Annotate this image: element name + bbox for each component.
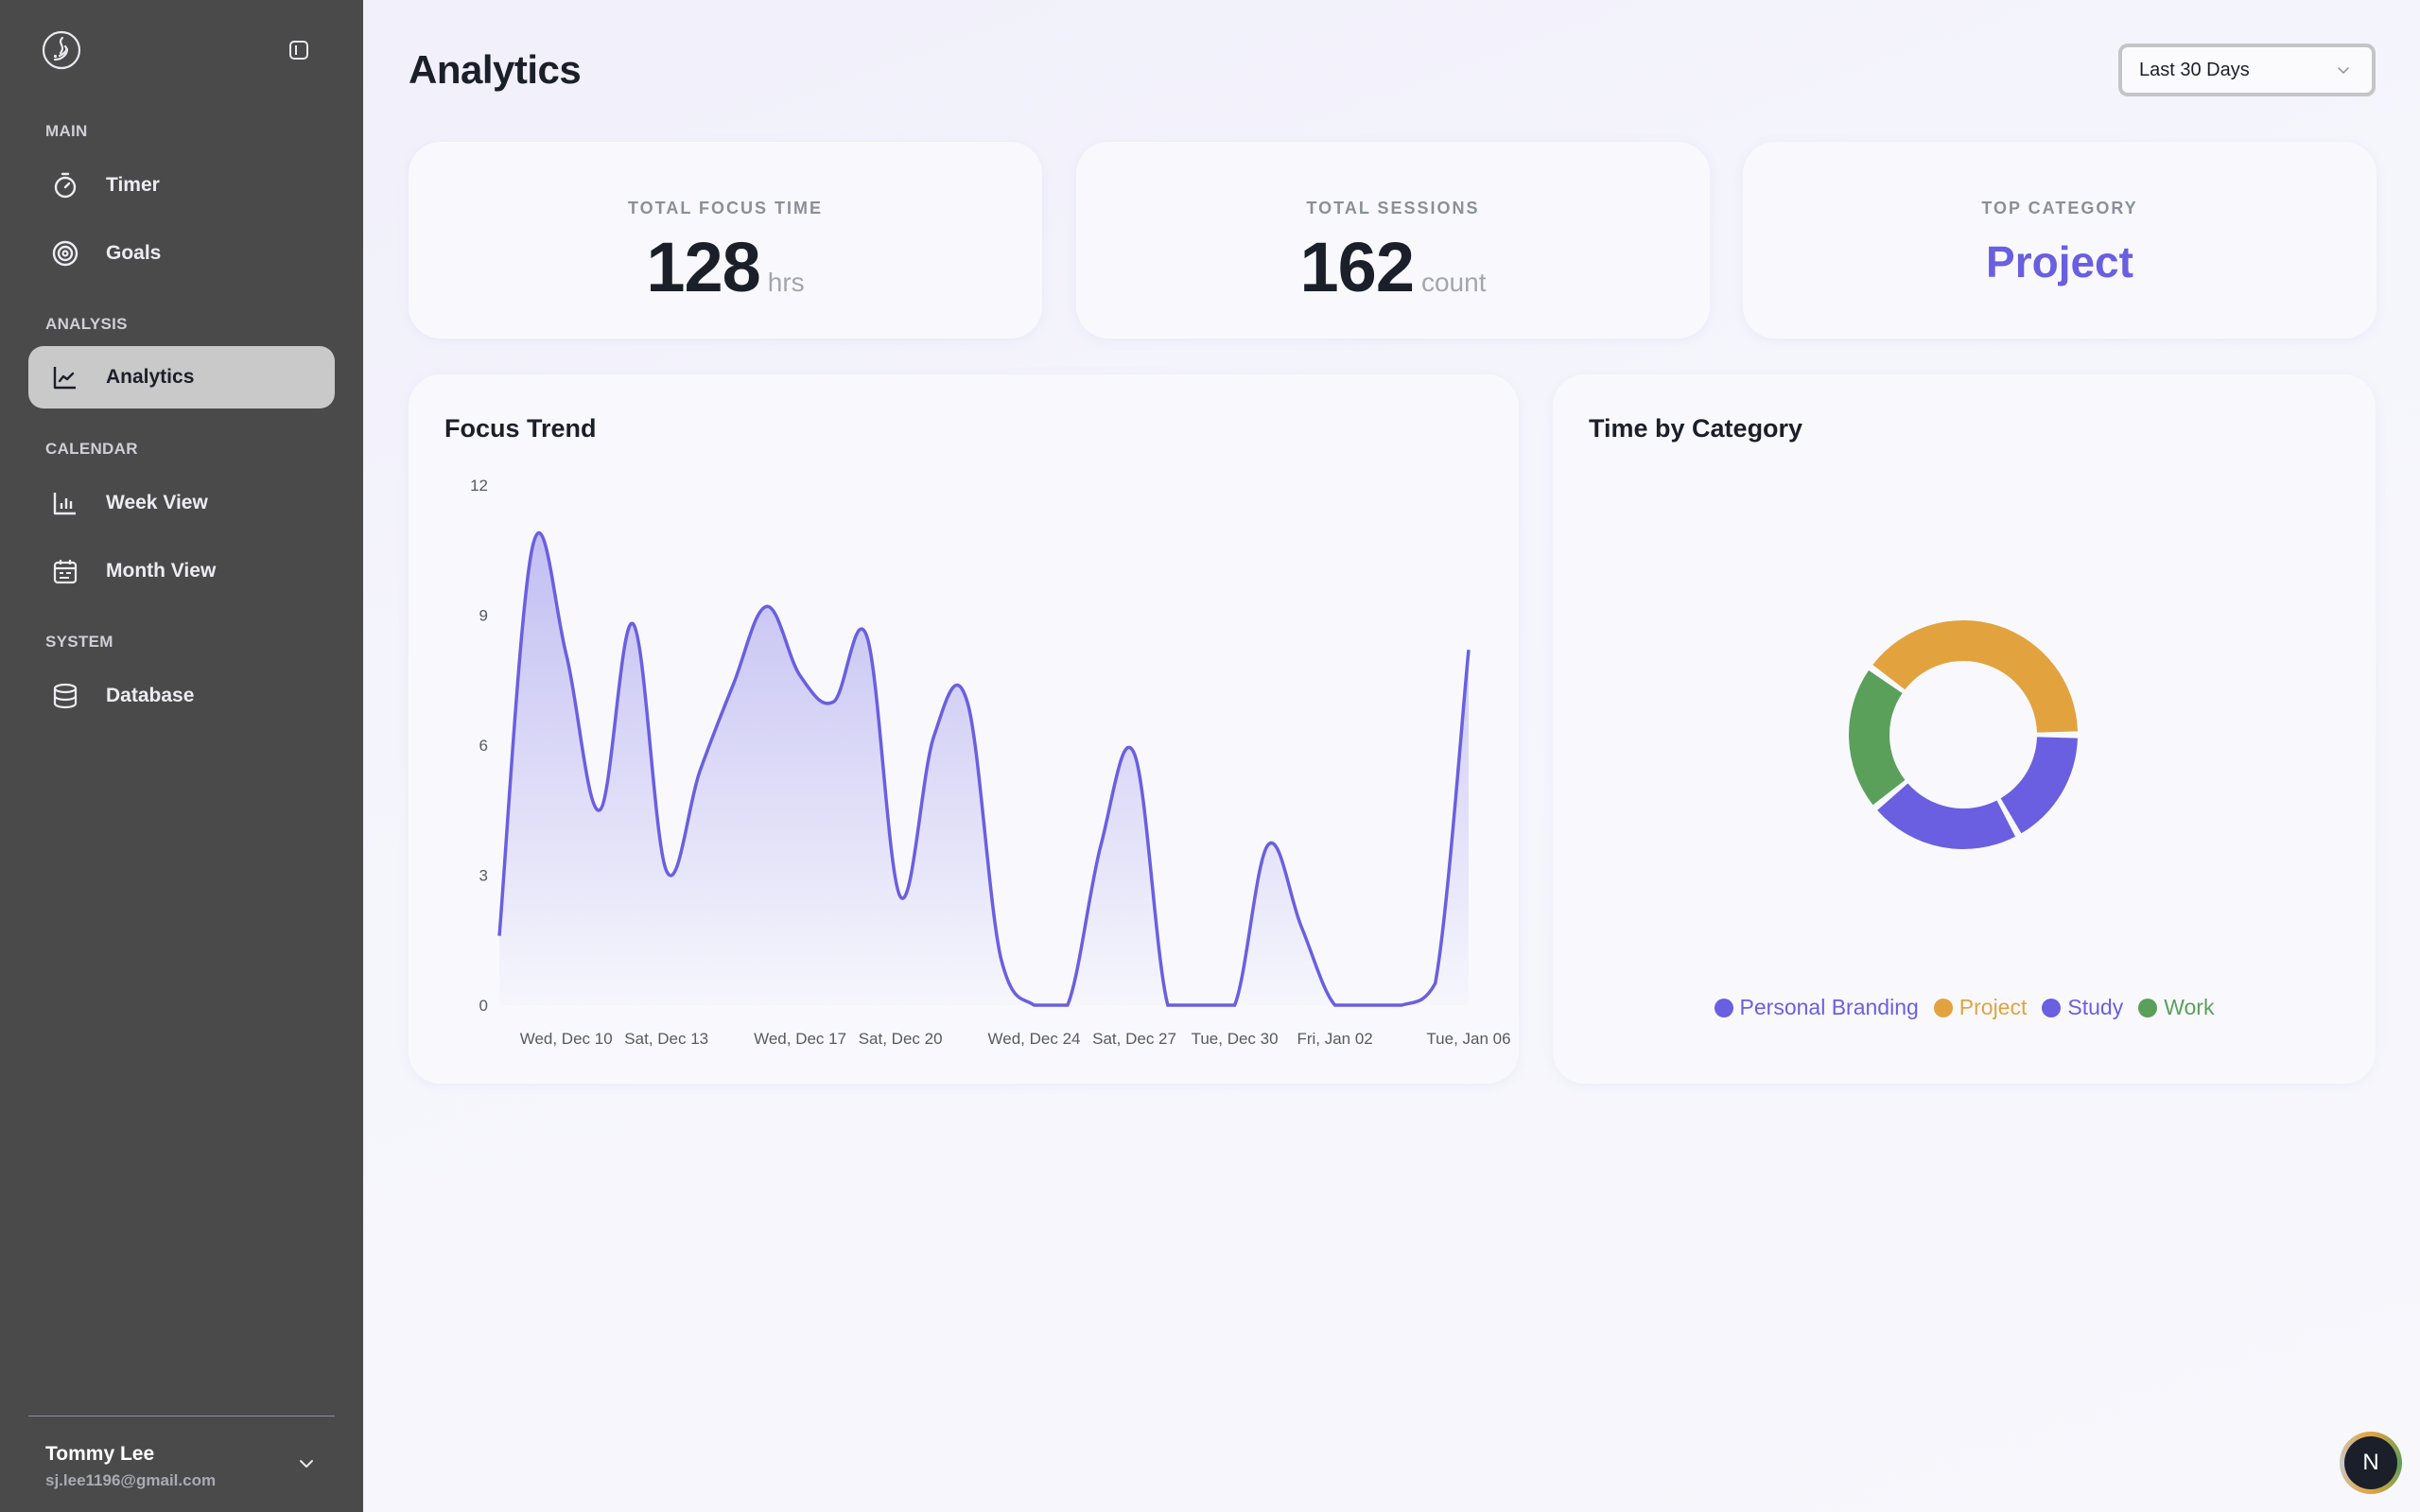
y-tick-label: 0	[479, 997, 488, 1015]
donut-segment-project[interactable]	[1872, 620, 2078, 733]
user-name: Tommy Lee	[45, 1443, 155, 1465]
time-by-category-panel: Time by Category Personal Branding Projec…	[1553, 374, 2376, 1084]
sidebar-item-label: Database	[106, 685, 195, 706]
legend-item-project[interactable]: Project	[1933, 995, 2028, 1020]
user-email: sj.lee1196@gmail.com	[45, 1471, 217, 1489]
stat-value: 162	[1299, 228, 1415, 306]
x-tick-label: Sat, Dec 20	[859, 1030, 943, 1048]
stat-card-total-focus-time: TOTAL FOCUS TIME 128 hrs	[409, 142, 1042, 339]
y-tick-label: 6	[479, 737, 488, 755]
x-tick-label: Wed, Dec 17	[754, 1030, 846, 1048]
sidebar-item-week-view[interactable]: Week View	[28, 472, 335, 534]
stat-value: 128	[646, 228, 760, 306]
stopwatch-icon	[51, 171, 79, 200]
stat-label: TOTAL SESSIONS	[1306, 199, 1480, 217]
sidebar-item-month-view[interactable]: Month View	[28, 540, 335, 602]
section-label-calendar: CALENDAR	[45, 440, 138, 458]
category-donut-chart[interactable]	[1553, 374, 2376, 980]
x-tick-label: Tue, Jan 06	[1426, 1030, 1510, 1048]
focus-trend-panel: Focus Trend 0 3 6 9 12 Wed, Dec 10 Sat, Dec 13…	[409, 374, 1519, 1084]
line-chart-icon	[51, 363, 79, 391]
stat-label: TOTAL FOCUS TIME	[628, 199, 823, 217]
legend-dot-icon	[2042, 998, 2062, 1017]
n-letter: N	[2344, 1436, 2397, 1489]
section-label-system: SYSTEM	[45, 633, 113, 651]
donut-segment-study[interactable]	[1877, 783, 2016, 849]
legend-dot-icon	[2138, 998, 2158, 1017]
main-content: Analytics Last 30 Days TOTAL FOCUS TIME …	[363, 0, 2420, 1512]
chevron-down-icon[interactable]	[297, 1454, 316, 1473]
n-badge-button[interactable]: N	[2340, 1432, 2402, 1494]
donut-segment-work[interactable]	[1849, 669, 1906, 806]
legend-item-work[interactable]: Work	[2138, 995, 2214, 1020]
sidebar-item-goals[interactable]: Goals	[28, 222, 335, 285]
section-label-analysis: ANALYSIS	[45, 315, 128, 333]
sidebar-item-label: Analytics	[106, 366, 195, 388]
legend-label: Personal Branding	[1739, 995, 1919, 1019]
target-icon	[51, 239, 79, 268]
trend-line	[497, 530, 1471, 1007]
sidebar-item-database[interactable]: Database	[28, 665, 335, 727]
panel-title: Time by Category	[1589, 414, 1803, 443]
section-label-main: MAIN	[45, 122, 88, 140]
x-tick-label: Wed, Dec 24	[988, 1030, 1081, 1048]
chevron-down-icon	[2336, 62, 2351, 78]
bar-chart-icon	[51, 489, 79, 517]
stat-card-total-sessions: TOTAL SESSIONS 162 count	[1076, 142, 1710, 339]
calendar-icon	[51, 557, 79, 585]
stat-unit: count	[1420, 268, 1487, 297]
y-tick-label: 12	[470, 477, 488, 495]
y-tick-label: 9	[479, 607, 488, 625]
legend-item-study[interactable]: Study	[2042, 995, 2123, 1020]
donut-segment-personal-branding[interactable]	[2000, 737, 2078, 834]
sidebar-item-label: Timer	[106, 174, 160, 196]
date-range-select[interactable]: Last 30 Days	[2118, 43, 2376, 96]
sidebar-item-label: Goals	[106, 242, 162, 264]
sidebar-item-label: Week View	[106, 492, 208, 513]
sidebar-toggle-icon[interactable]	[288, 40, 309, 61]
x-tick-label: Wed, Dec 10	[520, 1030, 613, 1048]
sidebar-item-analytics[interactable]: Analytics	[28, 346, 335, 408]
legend-item-personal-branding[interactable]: Personal Branding	[1714, 995, 1919, 1020]
y-tick-label: 3	[479, 867, 488, 885]
top-category-value: Project	[1986, 237, 2133, 287]
legend-dot-icon	[1933, 998, 1953, 1017]
panel-title: Focus Trend	[444, 414, 597, 443]
x-tick-label: Sat, Dec 13	[624, 1030, 708, 1048]
stat-card-top-category: TOP CATEGORY Project	[1743, 142, 2376, 339]
legend-label: Study	[2067, 995, 2124, 1019]
page-title: Analytics	[409, 47, 582, 92]
stat-label: TOP CATEGORY	[1981, 199, 2138, 217]
trend-area	[499, 532, 1469, 1005]
sidebar: MAIN Timer Goals ANALYSIS Analytics CALE…	[0, 0, 363, 1512]
focus-trend-chart[interactable]: 0 3 6 9 12 Wed, Dec 10 Sat, Dec 13 Wed, Dec 17 S…	[409, 374, 1519, 1084]
x-tick-label: Tue, Dec 30	[1192, 1030, 1279, 1048]
flame-leaf-logo-icon[interactable]	[42, 30, 81, 70]
stat-unit: hrs	[767, 268, 805, 297]
sidebar-item-timer[interactable]: Timer	[28, 154, 335, 217]
date-range-value: Last 30 Days	[2139, 59, 2250, 80]
database-icon	[51, 682, 79, 710]
x-tick-label: Sat, Dec 27	[1092, 1030, 1176, 1048]
chart-legend: Personal Branding Project Study Work	[1553, 995, 2376, 1020]
legend-dot-icon	[1714, 998, 1733, 1017]
x-tick-label: Fri, Jan 02	[1297, 1030, 1372, 1048]
sidebar-item-label: Month View	[106, 560, 217, 582]
legend-label: Work	[2164, 995, 2215, 1019]
legend-label: Project	[1959, 995, 2028, 1019]
